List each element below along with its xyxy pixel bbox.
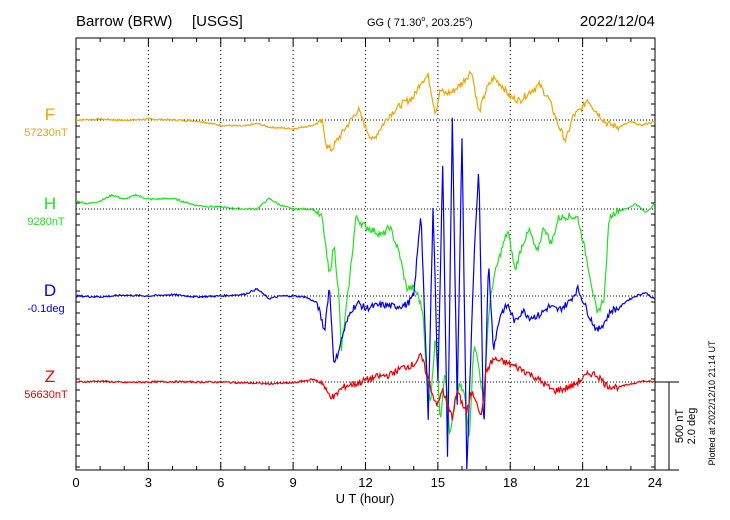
scale-field-label: 500 nT bbox=[674, 409, 686, 444]
x-tick-label: 0 bbox=[72, 475, 79, 490]
series-name-z: Z bbox=[45, 367, 55, 386]
degree-sign-2: o bbox=[465, 16, 469, 23]
series-baseline-h: 9280nT bbox=[27, 216, 65, 228]
x-tick-label: 9 bbox=[290, 475, 297, 490]
series-baseline-f: 57230nT bbox=[24, 127, 68, 139]
degree-sign-1: o bbox=[421, 16, 425, 23]
x-tick-label: 6 bbox=[217, 475, 224, 490]
date-label: 2022/12/04 bbox=[580, 13, 655, 30]
coord-lat: GG ( 71.30 bbox=[367, 17, 421, 29]
series-baseline-d: -0.1deg bbox=[27, 303, 64, 315]
x-axis: 0 3 6 9 12 15 18 21 24 bbox=[72, 475, 662, 490]
x-tick-label: 3 bbox=[145, 475, 152, 490]
x-tick-label: 18 bbox=[503, 475, 517, 490]
x-tick-label: 21 bbox=[575, 475, 589, 490]
series-name-h: H bbox=[44, 194, 56, 213]
trace-h bbox=[76, 193, 656, 437]
series-labels: F 57230nT H 9280nT D -0.1deg Z 56630nT bbox=[24, 105, 68, 401]
coord-close: ) bbox=[469, 17, 473, 29]
series-name-f: F bbox=[45, 105, 55, 124]
agency-label: [USGS] bbox=[192, 13, 243, 30]
scale-angle-label: 2.0 deg bbox=[686, 408, 698, 445]
traces bbox=[75, 70, 656, 470]
x-tick-label: 12 bbox=[358, 475, 372, 490]
coord-lon: , 203.25 bbox=[425, 17, 465, 29]
trace-f bbox=[75, 70, 656, 152]
frame-ticks bbox=[75, 38, 656, 470]
vertical-grid bbox=[147, 38, 584, 470]
scale-bar: 500 nT 2.0 deg bbox=[655, 381, 698, 471]
series-name-d: D bbox=[44, 281, 56, 300]
series-baseline-z: 56630nT bbox=[24, 389, 68, 401]
x-tick-label: 24 bbox=[648, 475, 662, 490]
x-axis-label: U T (hour) bbox=[336, 491, 395, 506]
station-title: Barrow (BRW) bbox=[76, 13, 172, 30]
x-tick-label: 15 bbox=[431, 475, 445, 490]
coordinates-label: GG ( 71.30o, 203.25o) bbox=[367, 16, 473, 29]
trace-d bbox=[75, 117, 656, 470]
plotted-at-note: Plotted at 2022/12/10 21:14 UT bbox=[707, 340, 717, 466]
trace-z bbox=[75, 352, 656, 421]
